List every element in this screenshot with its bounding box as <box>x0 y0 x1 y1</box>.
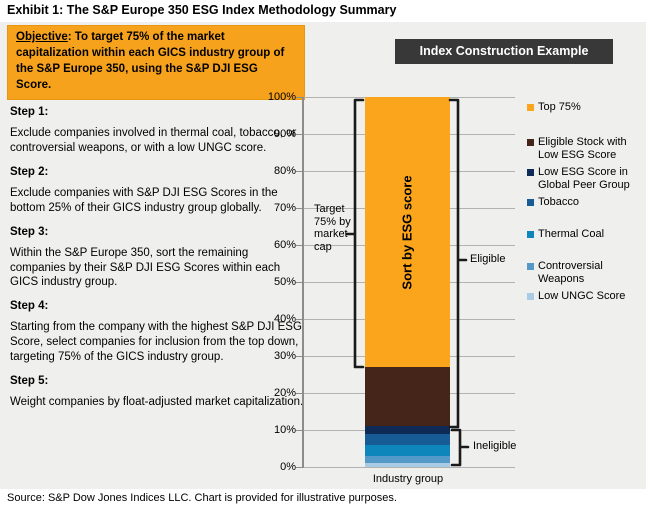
y-tick-label: 90% <box>273 128 296 140</box>
step-2-text: Exclude companies with S&P DJI ESG Score… <box>10 186 278 214</box>
gridline <box>302 467 515 468</box>
legend-item-low-esg-global: Low ESG Score in Global Peer Group <box>527 166 645 192</box>
bracket-annotations <box>345 98 470 467</box>
ineligible-bracket <box>450 428 470 467</box>
step-1-text: Exclude companies involved in thermal co… <box>10 126 297 154</box>
step-5-heading: Step 5: <box>10 375 49 388</box>
legend-swatch-low-ungc-icon <box>527 293 534 300</box>
legend-swatch-tobacco-icon <box>527 199 534 206</box>
legend-swatch-thermal-coal-icon <box>527 231 534 238</box>
source-note: Source: S&P Dow Jones Indices LLC. Chart… <box>7 492 397 504</box>
legend-label: Low UNGC Score <box>538 290 626 302</box>
y-tick-mark <box>296 319 302 320</box>
y-tick-mark <box>296 467 302 468</box>
legend-label: Controversial Weapons <box>538 260 603 285</box>
legend-item-eligible-low-esg: Eligible Stock with Low ESG Score <box>527 136 645 162</box>
objective-text: : To target 75% of the market capitaliza… <box>16 31 285 91</box>
y-tick-label: 10% <box>273 424 296 436</box>
objective-label: Objective <box>16 31 68 43</box>
y-tick-mark <box>296 393 302 394</box>
legend-label: Tobacco <box>538 196 579 208</box>
legend-item-controversial-weapons: Controversial Weapons <box>527 260 645 286</box>
legend-item-thermal-coal: Thermal Coal <box>527 228 645 241</box>
ineligible-annotation: Ineligible <box>473 440 517 452</box>
y-tick-mark <box>296 282 302 283</box>
chart-title-banner: Index Construction Example <box>395 39 613 64</box>
y-tick-label: 50% <box>273 276 296 288</box>
y-tick-mark <box>296 134 302 135</box>
exhibit-title: Exhibit 1: The S&P Europe 350 ESG Index … <box>7 3 397 17</box>
target-annotation: Target 75% by market cap <box>314 203 351 253</box>
step-4-heading: Step 4: <box>10 300 49 313</box>
x-axis-label: Industry group <box>372 473 444 485</box>
bar-segment-low-esg-score-in-global-peer-group <box>365 426 450 434</box>
bar-segment-controversial-weapons <box>365 455 450 464</box>
y-tick-label: 40% <box>273 313 296 325</box>
eligible-bracket <box>448 98 468 429</box>
y-tick-label: 20% <box>273 387 296 399</box>
y-axis-line <box>302 97 304 468</box>
legend-label: Thermal Coal <box>538 228 605 240</box>
y-tick-mark <box>296 208 302 209</box>
eligible-annotation: Eligible <box>470 253 506 265</box>
y-tick-mark <box>296 245 302 246</box>
chart-plot-area: Sort by ESG score Target 75% by market c… <box>268 91 517 485</box>
legend-swatch-controversial-weapons-icon <box>527 263 534 270</box>
objective-box: Objective: To target 75% of the market c… <box>7 25 305 101</box>
step-4-text: Starting from the company with the highe… <box>10 321 302 364</box>
step-5: Step 5: Weight companies by float-adjust… <box>10 374 304 410</box>
bar-segment-tobacco <box>365 433 450 445</box>
legend-item-top-75: Top 75% <box>527 101 645 114</box>
y-tick-label: 80% <box>273 165 296 177</box>
step-5-text: Weight companies by float-adjusted marke… <box>10 396 304 409</box>
exhibit-panel: Objective: To target 75% of the market c… <box>0 22 646 489</box>
legend-item-low-ungc: Low UNGC Score <box>527 290 645 303</box>
step-4: Step 4: Starting from the company with t… <box>10 299 304 365</box>
legend-label: Eligible Stock with Low ESG Score <box>538 136 627 161</box>
legend-swatch-eligible-low-esg-icon <box>527 139 534 146</box>
target-bracket <box>345 98 365 369</box>
legend-item-tobacco: Tobacco <box>527 196 645 209</box>
step-1-heading: Step 1: <box>10 106 49 118</box>
methodology-steps: Step 1: Exclude companies involved in th… <box>10 96 304 410</box>
step-3: Step 3: Within the S&P Europe 350, sort … <box>10 225 304 291</box>
y-tick-mark <box>296 430 302 431</box>
bar-segment-top-75- <box>365 97 450 368</box>
legend-swatch-top-75-icon <box>527 104 534 111</box>
bar-segment-eligible-stock-with-low-esg-score <box>365 367 450 427</box>
bar-segment-thermal-coal <box>365 444 450 456</box>
step-1: Step 1: Exclude companies involved in th… <box>10 105 304 156</box>
stacked-bar <box>365 97 450 467</box>
chart-legend: Top 75% Eligible Stock with Low ESG Scor… <box>527 101 645 303</box>
step-2: Step 2: Exclude companies with S&P DJI E… <box>10 165 304 216</box>
y-tick-mark <box>296 356 302 357</box>
y-tick-label: 100% <box>267 91 296 103</box>
y-tick-mark <box>296 97 302 98</box>
step-2-heading: Step 2: <box>10 165 49 178</box>
legend-label: Low ESG Score in Global Peer Group <box>538 166 630 191</box>
step-3-text: Within the S&P Europe 350, sort the rema… <box>10 246 281 289</box>
y-tick-label: 0% <box>280 461 296 473</box>
y-tick-mark <box>296 171 302 172</box>
legend-label: Top 75% <box>538 101 581 113</box>
y-tick-label: 70% <box>273 202 296 214</box>
bar-segment-low-ungc-score <box>365 463 450 467</box>
y-tick-label: 60% <box>273 239 296 251</box>
legend-swatch-low-esg-global-icon <box>527 169 534 176</box>
step-3-heading: Step 3: <box>10 225 49 238</box>
y-tick-label: 30% <box>273 350 296 362</box>
